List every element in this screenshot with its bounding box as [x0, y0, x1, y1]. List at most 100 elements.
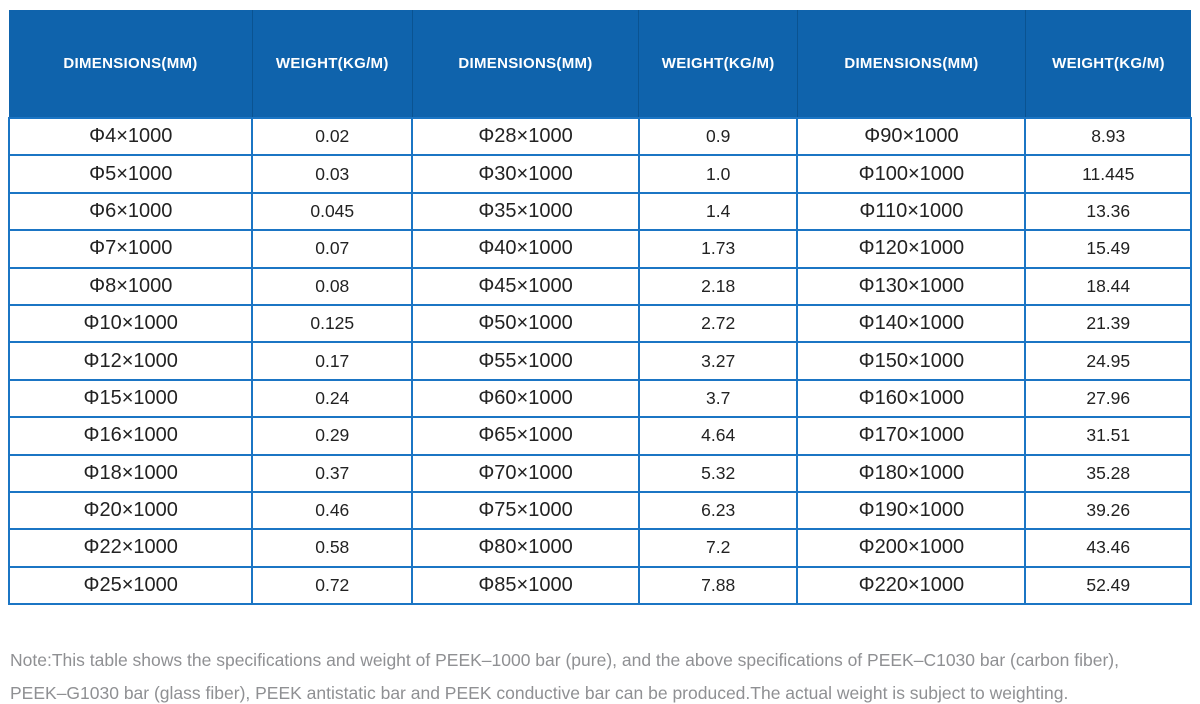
- weight-cell: 0.125: [251, 303, 414, 344]
- dimension-cell: Φ8×1000: [7, 266, 254, 306]
- weight-cell: 21.39: [1024, 303, 1192, 344]
- dimension-cell: Φ80×1000: [411, 528, 640, 568]
- dimension-cell: Φ200×1000: [796, 528, 1027, 568]
- dimension-cell: Φ15×1000: [7, 378, 254, 419]
- weight-cell: 2.18: [637, 266, 799, 306]
- weight-cell: 13.36: [1024, 191, 1192, 232]
- dimension-cell: Φ160×1000: [796, 378, 1027, 419]
- dimension-cell: Φ30×1000: [411, 154, 640, 194]
- dimension-cell: Φ220×1000: [796, 565, 1027, 606]
- table-row: Φ22×1000 0.58 Φ80×1000 7.2 Φ200×1000 43.46: [7, 528, 1192, 568]
- dimension-cell: Φ6×1000: [7, 191, 254, 232]
- column-header-weight-2: WEIGHT(KG/M): [638, 10, 798, 118]
- dimension-cell: Φ12×1000: [7, 341, 254, 381]
- dimension-cell: Φ22×1000: [7, 528, 254, 568]
- note-line: Note:This table shows the specifications…: [10, 650, 1119, 670]
- column-header-weight-1: WEIGHT(KG/M): [251, 10, 413, 118]
- weight-cell: 0.03: [251, 154, 414, 194]
- weight-cell: 0.02: [251, 116, 414, 157]
- dimension-cell: Φ70×1000: [411, 453, 640, 493]
- table-row: Φ18×1000 0.37 Φ70×1000 5.32 Φ180×1000 35.28: [7, 453, 1192, 493]
- dimension-cell: Φ4×1000: [7, 116, 254, 157]
- dimension-cell: Φ130×1000: [796, 266, 1027, 306]
- dimension-cell: Φ25×1000: [7, 565, 254, 606]
- table-row: Φ16×1000 0.29 Φ65×1000 4.64 Φ170×1000 31.51: [7, 416, 1192, 456]
- weight-cell: 0.58: [251, 528, 414, 568]
- dimension-cell: Φ20×1000: [7, 490, 254, 531]
- weight-cell: 0.37: [251, 453, 414, 493]
- dimension-cell: Φ18×1000: [7, 453, 254, 493]
- weight-cell: 5.32: [637, 453, 799, 493]
- dimension-cell: Φ120×1000: [796, 229, 1027, 269]
- dimension-cell: Φ28×1000: [411, 116, 640, 157]
- weight-cell: 3.7: [637, 378, 799, 419]
- table-row: Φ12×1000 0.17 Φ55×1000 3.27 Φ150×1000 24.95: [7, 341, 1192, 381]
- dimension-cell: Φ90×1000: [796, 116, 1027, 157]
- table-row: Φ7×1000 0.07 Φ40×1000 1.73 Φ120×1000 15.49: [7, 229, 1192, 269]
- dimension-cell: Φ16×1000: [7, 416, 254, 456]
- weight-cell: 2.72: [637, 303, 799, 344]
- weight-cell: 8.93: [1024, 116, 1192, 157]
- weight-cell: 0.72: [251, 565, 414, 606]
- weight-cell: 18.44: [1024, 266, 1192, 306]
- header-row: DIMENSIONS(MM) WEIGHT(KG/M) DIMENSIONS(M…: [9, 10, 1191, 118]
- dimension-cell: Φ65×1000: [411, 416, 640, 456]
- weight-cell: 0.07: [251, 229, 414, 269]
- dimension-cell: Φ150×1000: [796, 341, 1027, 381]
- table-row: Φ15×1000 0.24 Φ60×1000 3.7 Φ160×1000 27.96: [7, 378, 1192, 419]
- table-header: DIMENSIONS(MM) WEIGHT(KG/M) DIMENSIONS(M…: [9, 10, 1191, 118]
- weight-cell: 7.2: [637, 528, 799, 568]
- dimension-cell: Φ50×1000: [411, 303, 640, 344]
- dimension-cell: Φ100×1000: [796, 154, 1027, 194]
- table-row: Φ6×1000 0.045 Φ35×1000 1.4 Φ110×1000 13.36: [7, 191, 1192, 232]
- dimension-cell: Φ35×1000: [411, 191, 640, 232]
- weight-cell: 0.17: [251, 341, 414, 381]
- table-row: Φ10×1000 0.125 Φ50×1000 2.72 Φ140×1000 21.39: [7, 303, 1192, 344]
- note: Note:This table shows the specifications…: [10, 644, 1192, 704]
- column-header-dimensions-3: DIMENSIONS(MM): [796, 10, 1026, 118]
- column-header-weight-3: WEIGHT(KG/M): [1024, 10, 1191, 118]
- table-body: Φ4×1000 0.02 Φ28×1000 0.9 Φ90×1000 8.93 Φ5×100…: [7, 116, 1192, 606]
- dimension-cell: Φ5×1000: [7, 154, 254, 194]
- dimension-cell: Φ40×1000: [411, 229, 640, 269]
- dimension-cell: Φ190×1000: [796, 490, 1027, 531]
- dimension-cell: Φ180×1000: [796, 453, 1027, 493]
- dimension-cell: Φ140×1000: [796, 303, 1027, 344]
- dimension-cell: Φ10×1000: [7, 303, 254, 344]
- dimension-cell: Φ7×1000: [7, 229, 254, 269]
- weight-cell: 0.08: [251, 266, 414, 306]
- table-row: Φ5×1000 0.03 Φ30×1000 1.0 Φ100×1000 11.445: [7, 154, 1192, 194]
- peek-bar-weight-table: DIMENSIONS(MM) WEIGHT(KG/M) DIMENSIONS(M…: [7, 10, 1192, 606]
- weight-cell: 31.51: [1024, 416, 1192, 456]
- table-row: Φ25×1000 0.72 Φ85×1000 7.88 Φ220×1000 52.49: [7, 565, 1192, 606]
- weight-cell: 0.9: [637, 116, 799, 157]
- weight-cell: 11.445: [1024, 154, 1192, 194]
- note-line: PEEK–G1030 bar (glass fiber), PEEK antis…: [10, 683, 1069, 703]
- weight-cell: 4.64: [637, 416, 799, 456]
- table-row: Φ4×1000 0.02 Φ28×1000 0.9 Φ90×1000 8.93: [7, 116, 1192, 157]
- weight-cell: 0.045: [251, 191, 414, 232]
- dimension-cell: Φ110×1000: [796, 191, 1027, 232]
- weight-cell: 24.95: [1024, 341, 1192, 381]
- column-header-dimensions-2: DIMENSIONS(MM): [411, 10, 639, 118]
- dimension-cell: Φ45×1000: [411, 266, 640, 306]
- column-header-dimensions-1: DIMENSIONS(MM): [9, 10, 253, 118]
- weight-cell: 0.46: [251, 490, 414, 531]
- weight-cell: 1.0: [637, 154, 799, 194]
- weight-cell: 39.26: [1024, 490, 1192, 531]
- dimension-cell: Φ75×1000: [411, 490, 640, 531]
- spec-table-section: DIMENSIONS(MM) WEIGHT(KG/M) DIMENSIONS(M…: [7, 10, 1192, 606]
- weight-cell: 43.46: [1024, 528, 1192, 568]
- table-row: Φ8×1000 0.08 Φ45×1000 2.18 Φ130×1000 18.44: [7, 266, 1192, 306]
- weight-cell: 35.28: [1024, 453, 1192, 493]
- table-row: Φ20×1000 0.46 Φ75×1000 6.23 Φ190×1000 39.26: [7, 490, 1192, 531]
- weight-cell: 52.49: [1024, 565, 1192, 606]
- weight-cell: 0.24: [251, 378, 414, 419]
- weight-cell: 1.4: [637, 191, 799, 232]
- dimension-cell: Φ85×1000: [411, 565, 640, 606]
- weight-cell: 6.23: [637, 490, 799, 531]
- dimension-cell: Φ60×1000: [411, 378, 640, 419]
- dimension-cell: Φ55×1000: [411, 341, 640, 381]
- weight-cell: 1.73: [637, 229, 799, 269]
